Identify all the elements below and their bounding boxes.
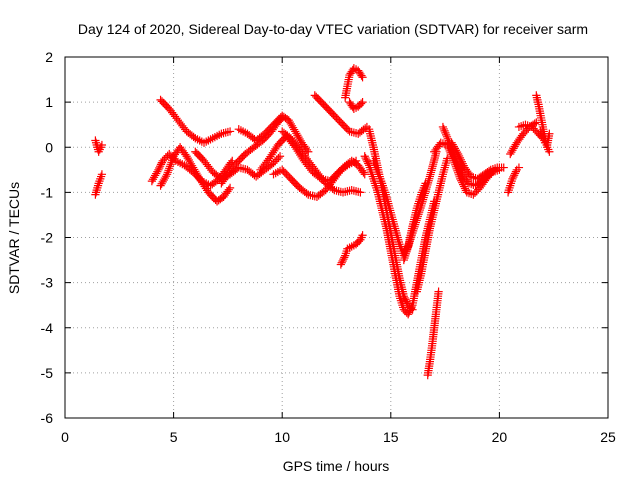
- data-point: [358, 73, 367, 82]
- data-point: [520, 127, 530, 137]
- x-axis-label: GPS time / hours: [283, 458, 390, 474]
- chart-title: Day 124 of 2020, Sidereal Day-to-day VTE…: [78, 21, 588, 37]
- data-point: [469, 190, 478, 199]
- data-point: [275, 152, 285, 161]
- y-tick-label: -4: [41, 320, 54, 336]
- y-tick-label: -1: [41, 184, 54, 200]
- y-axis-label: SDTVAR / TECUs: [6, 182, 22, 294]
- data-point: [358, 98, 367, 107]
- data-point: [360, 170, 369, 179]
- x-tick-label: 15: [383, 429, 399, 445]
- y-tick-label: -3: [41, 275, 54, 291]
- data-point: [514, 163, 524, 172]
- data-point: [470, 188, 480, 198]
- data-point: [499, 163, 508, 172]
- data-point: [522, 126, 531, 135]
- data-point: [519, 129, 528, 138]
- data-point: [271, 157, 280, 166]
- axis-ticks: [64, 56, 609, 419]
- x-tick-label: 10: [274, 429, 290, 445]
- y-tick-label: 1: [45, 94, 53, 110]
- x-tick-labels: 0 5 10 15 20 25: [61, 429, 616, 445]
- data-point: [158, 156, 167, 165]
- data-point: [225, 127, 235, 136]
- data-point: [272, 155, 281, 164]
- data-point: [269, 158, 278, 168]
- y-tick-label: 2: [45, 49, 53, 65]
- data-point: [357, 71, 366, 80]
- y-tick-label: -2: [41, 230, 54, 246]
- data-point: [408, 305, 417, 314]
- y-tick-label: -5: [41, 365, 54, 381]
- data-point: [545, 147, 554, 156]
- data-point: [531, 126, 540, 135]
- grid-lines: [65, 57, 608, 418]
- plot-frame: [64, 56, 609, 419]
- x-tick-label: 5: [170, 429, 178, 445]
- data-point: [472, 187, 481, 196]
- data-point: [527, 122, 537, 132]
- data-point: [358, 231, 367, 240]
- x-tick-label: 25: [600, 429, 616, 445]
- data-point: [225, 183, 235, 192]
- data-point: [160, 154, 169, 164]
- data-point: [434, 287, 443, 296]
- data-point: [356, 188, 365, 197]
- y-tick-label: 0: [45, 139, 53, 155]
- y-tick-labels: -6 -5 -4 -3 -2 -1 0 1 2: [41, 49, 54, 426]
- data-point: [161, 153, 171, 162]
- data-point: [529, 124, 538, 133]
- data-point: [545, 129, 554, 138]
- data-point: [357, 99, 366, 108]
- y-tick-label: -6: [41, 410, 54, 426]
- data-point: [97, 170, 107, 179]
- data-point: [274, 153, 283, 163]
- data-points: [91, 64, 554, 380]
- data-point: [97, 140, 107, 150]
- data-point: [406, 304, 416, 313]
- data-point: [304, 147, 313, 156]
- x-tick-label: 20: [492, 429, 508, 445]
- x-tick-label: 0: [61, 429, 69, 445]
- data-point: [228, 156, 237, 165]
